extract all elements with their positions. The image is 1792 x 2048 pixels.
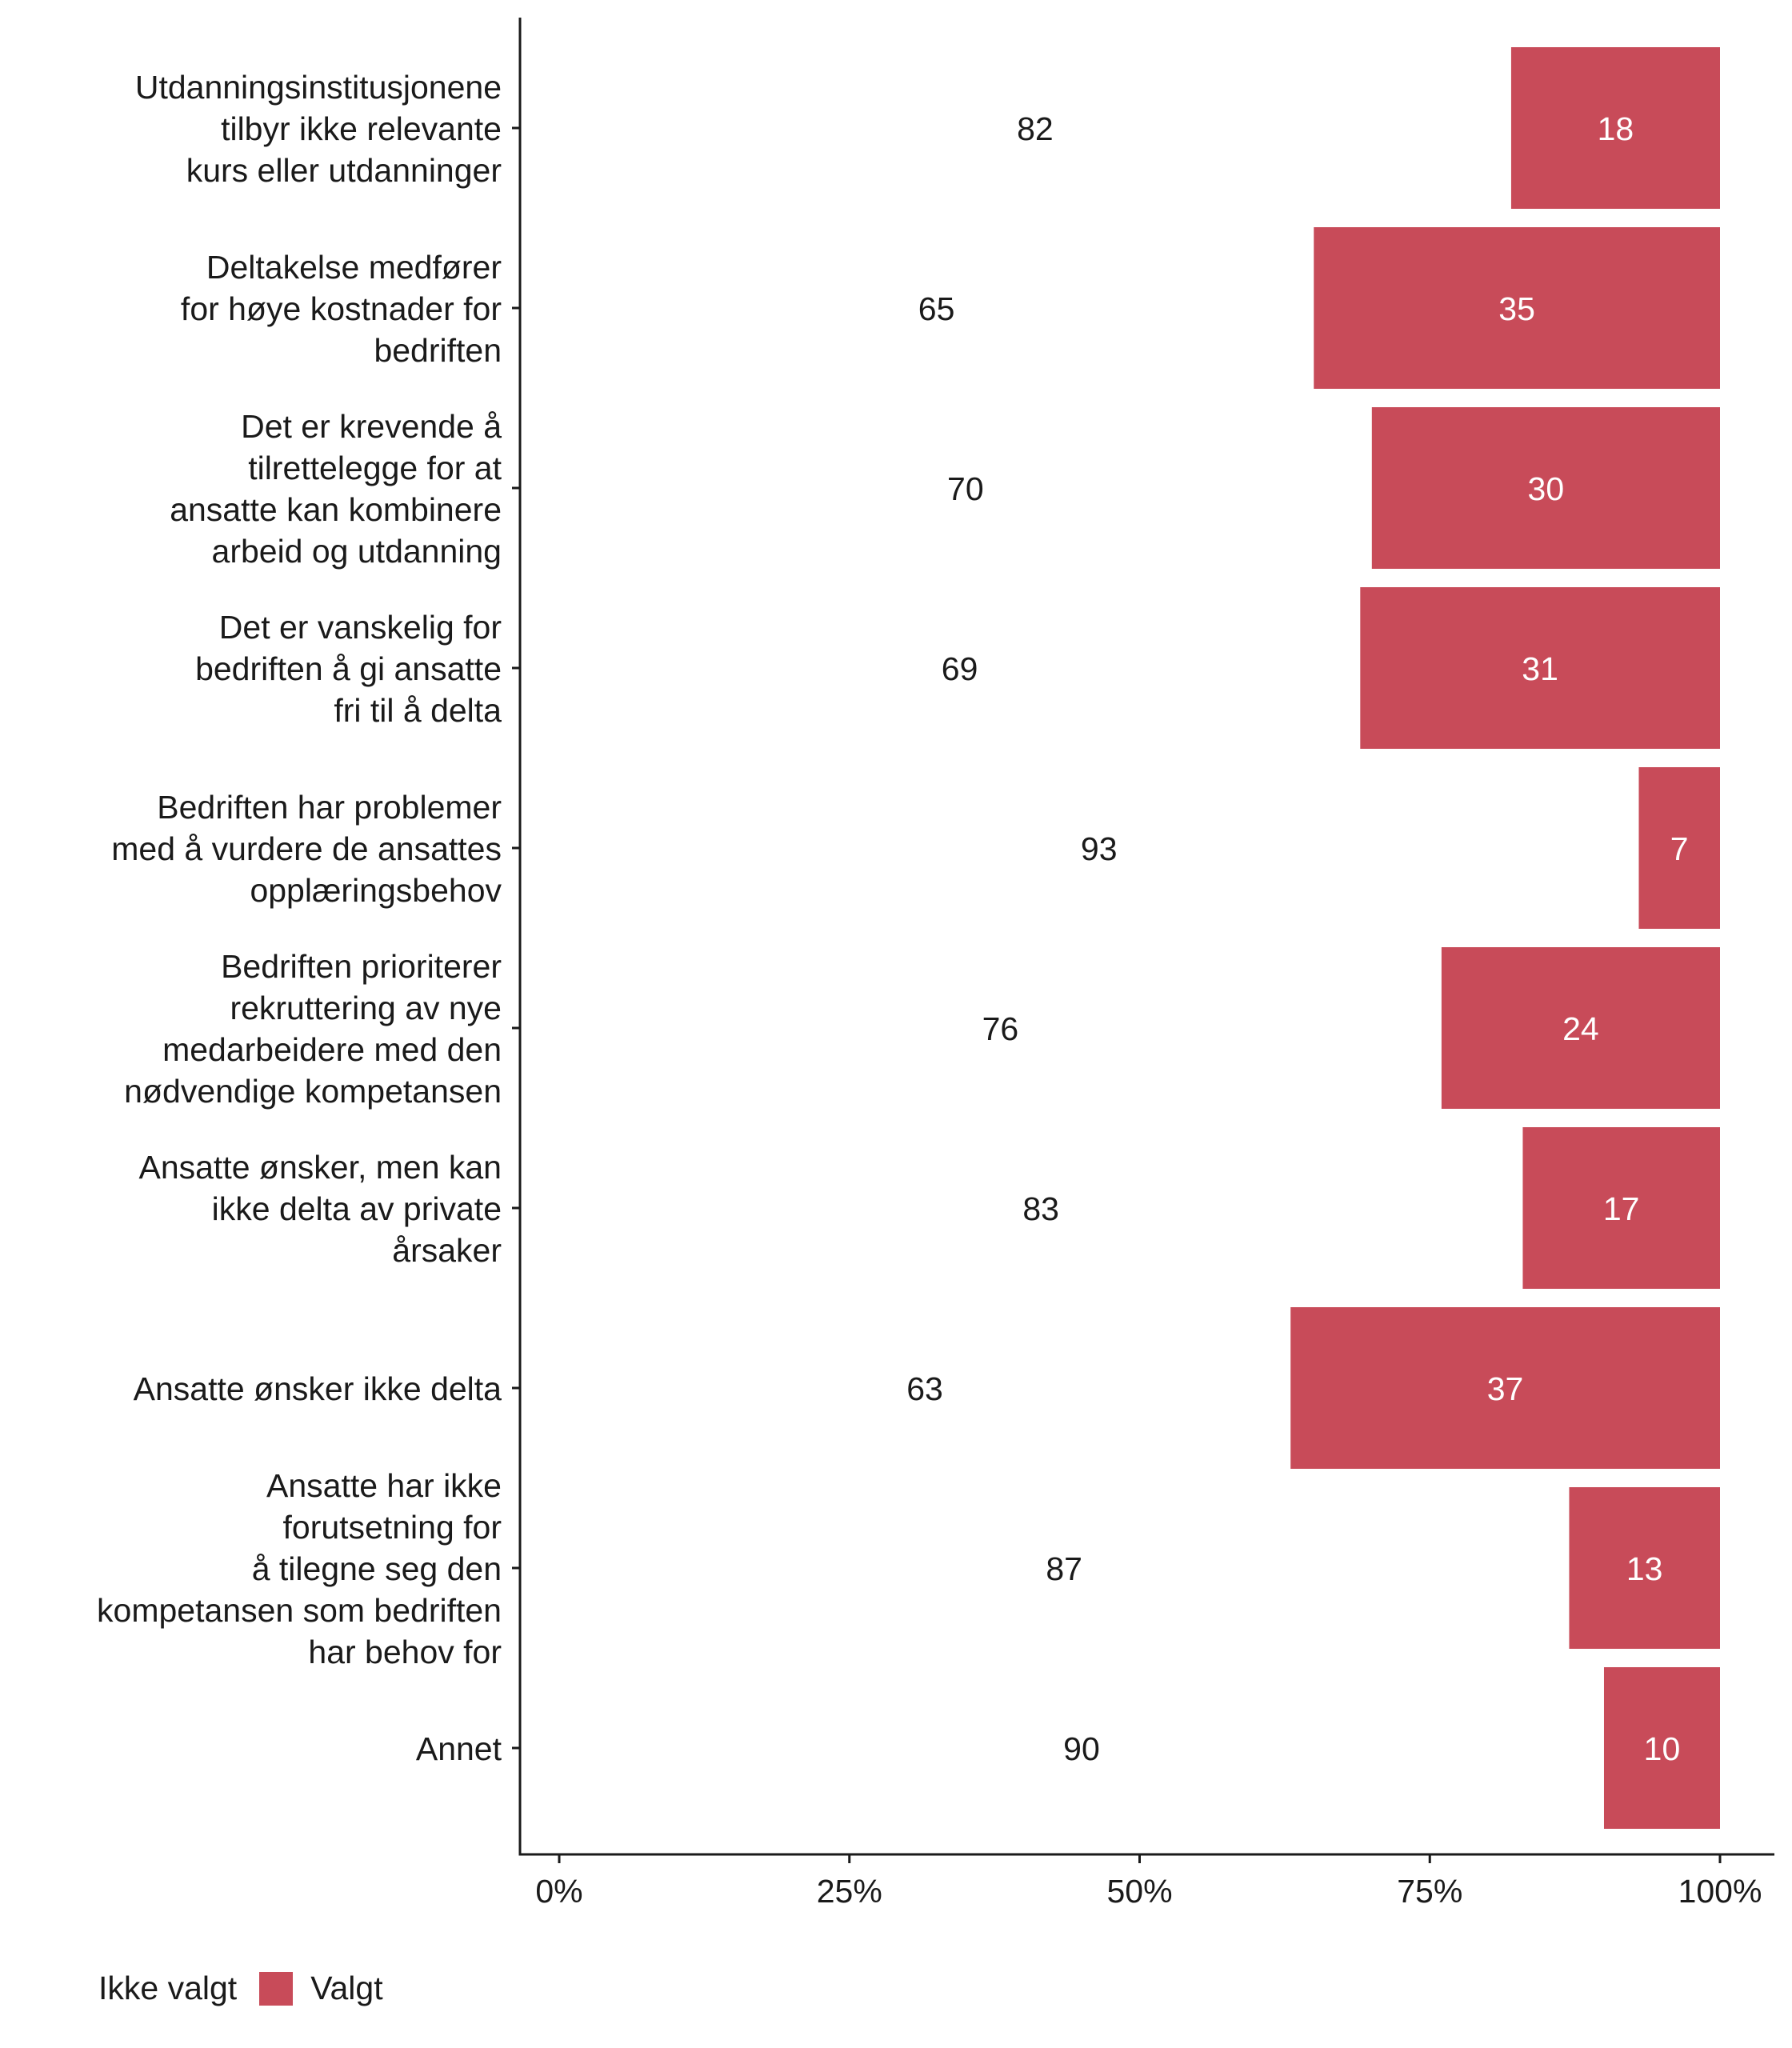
x-tick-label-0: 0% bbox=[535, 1873, 582, 1910]
bar-ikke-valgt-8 bbox=[559, 1487, 1570, 1649]
category-label-2: Det er krevende å tilrettelegge for at ans… bbox=[170, 408, 502, 570]
bar-ikke-valgt-0 bbox=[559, 47, 1511, 209]
category-label-8: Ansatte har ikke forutsetning for å tilegn… bbox=[97, 1467, 502, 1670]
value-label-ikke-valgt-7: 63 bbox=[906, 1370, 943, 1407]
value-labels-layer: 82 18 65 35 70 30 69 31 93 7 76 24 83 17 63 37 87 13 90 10 bbox=[906, 110, 1688, 1767]
category-label-7: Ansatte ønsker ikke delta bbox=[134, 1370, 502, 1407]
category-label-4: Bedriften har problemer med å vurdere de … bbox=[111, 789, 502, 909]
bar-valgt-4 bbox=[1638, 767, 1720, 929]
bar-ikke-valgt-1 bbox=[559, 227, 1314, 389]
category-label-1: Deltakelse medfører for høye kostnader fo… bbox=[181, 249, 502, 369]
value-label-valgt-4: 7 bbox=[1670, 830, 1689, 867]
category-label-0: Utdanningsinstitusjonene tilbyr ikke rele… bbox=[135, 69, 502, 189]
category-labels-layer: Utdanningsinstitusjonene tilbyr ikke rele… bbox=[97, 69, 502, 1767]
bar-valgt-0 bbox=[1510, 47, 1720, 209]
category-label-3: Det er vanskelig for bedriften å gi ansat… bbox=[195, 609, 502, 729]
bar-valgt-9 bbox=[1603, 1667, 1720, 1829]
bar-valgt-8 bbox=[1569, 1487, 1720, 1649]
value-label-valgt-7: 37 bbox=[1487, 1370, 1524, 1407]
legend: Ikke valgt Valgt bbox=[98, 1970, 383, 2007]
value-label-ikke-valgt-2: 70 bbox=[947, 470, 984, 507]
x-tick-label-3: 75% bbox=[1397, 1873, 1462, 1910]
bar-ikke-valgt-3 bbox=[559, 587, 1361, 749]
value-label-valgt-9: 10 bbox=[1644, 1730, 1681, 1767]
value-label-ikke-valgt-1: 65 bbox=[918, 290, 955, 327]
value-label-valgt-5: 24 bbox=[1562, 1010, 1599, 1047]
bar-valgt-7 bbox=[1290, 1307, 1720, 1469]
x-tick-label-4: 100% bbox=[1678, 1873, 1762, 1910]
value-label-ikke-valgt-5: 76 bbox=[982, 1010, 1019, 1047]
bar-valgt-3 bbox=[1360, 587, 1720, 749]
bar-valgt-5 bbox=[1441, 947, 1720, 1109]
bar-ikke-valgt-6 bbox=[559, 1127, 1523, 1289]
value-label-valgt-1: 35 bbox=[1498, 290, 1535, 327]
value-label-ikke-valgt-6: 83 bbox=[1022, 1190, 1059, 1227]
value-label-ikke-valgt-8: 87 bbox=[1046, 1550, 1082, 1587]
category-label-9: Annet bbox=[416, 1730, 502, 1767]
legend-label-valgt: Valgt bbox=[310, 1970, 383, 2006]
x-tick-label-1: 25% bbox=[817, 1873, 882, 1910]
value-label-valgt-6: 17 bbox=[1603, 1190, 1640, 1227]
x-tick-label-2: 50% bbox=[1106, 1873, 1172, 1910]
bar-valgt-1 bbox=[1314, 227, 1720, 389]
bars-layer bbox=[559, 47, 1720, 1829]
category-label-5: Bedriften prioriterer rekruttering av nye… bbox=[124, 948, 502, 1110]
value-label-valgt-3: 31 bbox=[1522, 650, 1558, 687]
value-label-ikke-valgt-9: 90 bbox=[1063, 1730, 1100, 1767]
legend-label-ikke-valgt: Ikke valgt bbox=[98, 1970, 238, 2006]
value-label-ikke-valgt-0: 82 bbox=[1017, 110, 1054, 147]
bar-ikke-valgt-4 bbox=[559, 767, 1639, 929]
bar-valgt-2 bbox=[1371, 407, 1720, 569]
value-label-ikke-valgt-4: 93 bbox=[1081, 830, 1118, 867]
value-label-valgt-0: 18 bbox=[1598, 110, 1634, 147]
axes-layer: 0% 25% 50% 75% 100% bbox=[512, 18, 1774, 1910]
value-label-valgt-2: 30 bbox=[1528, 470, 1565, 507]
value-label-ikke-valgt-3: 69 bbox=[942, 650, 978, 687]
legend-swatch-valgt bbox=[259, 1971, 294, 2006]
bar-ikke-valgt-7 bbox=[559, 1307, 1291, 1469]
bar-ikke-valgt-2 bbox=[559, 407, 1372, 569]
bar-ikke-valgt-9 bbox=[559, 1667, 1604, 1829]
value-label-valgt-8: 13 bbox=[1626, 1550, 1663, 1587]
bar-ikke-valgt-5 bbox=[559, 947, 1442, 1109]
category-label-6: Ansatte ønsker, men kan ikke delta av pri… bbox=[138, 1149, 502, 1269]
bar-valgt-6 bbox=[1522, 1127, 1720, 1289]
